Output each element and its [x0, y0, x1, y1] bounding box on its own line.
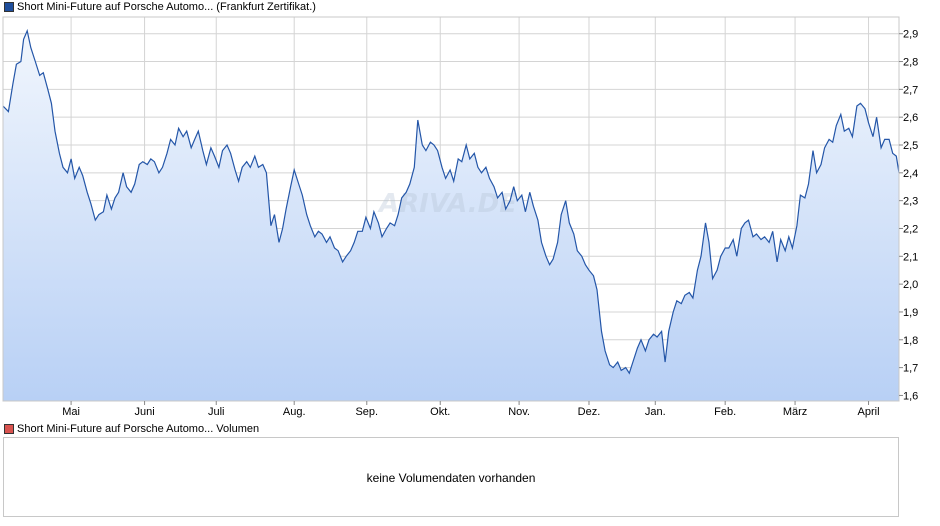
- y-tick-label: 1,9: [903, 307, 918, 319]
- x-tick-label: April: [858, 406, 880, 418]
- y-tick-label: 2,0: [903, 279, 918, 291]
- y-tick-label: 2,8: [903, 57, 918, 69]
- price-series-title: Short Mini-Future auf Porsche Automo... …: [17, 1, 316, 13]
- y-tick-label: 2,7: [903, 84, 918, 96]
- y-tick-label: 1,7: [903, 363, 918, 375]
- y-tick-label: 1,6: [903, 390, 918, 402]
- x-axis: Mai Juni Juli Aug. Sep. Okt. Nov. Dez. Jan. Feb. M…: [62, 401, 880, 418]
- volume-series-title: Short Mini-Future auf Porsche Automo... …: [17, 423, 260, 435]
- price-chart-legend: Short Mini-Future auf Porsche Automo... …: [4, 0, 316, 14]
- volume-panel: keine Volumendaten vorhanden: [3, 437, 899, 517]
- x-tick-label: Aug.: [283, 406, 306, 418]
- volume-chart-legend: Short Mini-Future auf Porsche Automo... …: [4, 422, 259, 436]
- x-tick-label: Jan.: [645, 406, 666, 418]
- price-series-swatch: [4, 2, 14, 12]
- x-tick-label: Okt.: [430, 406, 450, 418]
- volume-series-swatch: [4, 424, 14, 434]
- y-tick-label: 2,5: [903, 140, 918, 152]
- y-axis: 1,6 1,7 1,8 1,9 2,0 2,1 2,2 2,3 2,4 2,5 2,6 2,7 2,8 2…: [899, 29, 918, 402]
- y-tick-label: 2,1: [903, 251, 918, 263]
- y-tick-label: 2,3: [903, 196, 918, 208]
- x-tick-label: Sep.: [355, 406, 378, 418]
- x-tick-label: Nov.: [508, 406, 530, 418]
- y-tick-label: 2,9: [903, 29, 918, 41]
- x-tick-label: Juli: [208, 406, 225, 418]
- price-chart: ARIVA.DE 1,61,71,81,92,02,12,22,32,42,52…: [2, 16, 918, 418]
- price-area: [3, 30, 899, 401]
- price-line: [3, 28, 899, 375]
- x-tick-label: Mai: [62, 406, 80, 418]
- x-tick-label: März: [783, 406, 807, 418]
- x-tick-label: Juni: [134, 406, 154, 418]
- y-tick-label: 1,8: [903, 335, 918, 347]
- x-tick-label: Dez.: [578, 406, 601, 418]
- y-tick-label: 2,6: [903, 112, 918, 124]
- x-tick-label: Feb.: [714, 406, 736, 418]
- y-tick-label: 2,4: [903, 168, 918, 180]
- plot-frame: [2, 16, 900, 402]
- y-tick-label: 2,2: [903, 223, 918, 235]
- no-volume-message: keine Volumendaten vorhanden: [366, 471, 536, 485]
